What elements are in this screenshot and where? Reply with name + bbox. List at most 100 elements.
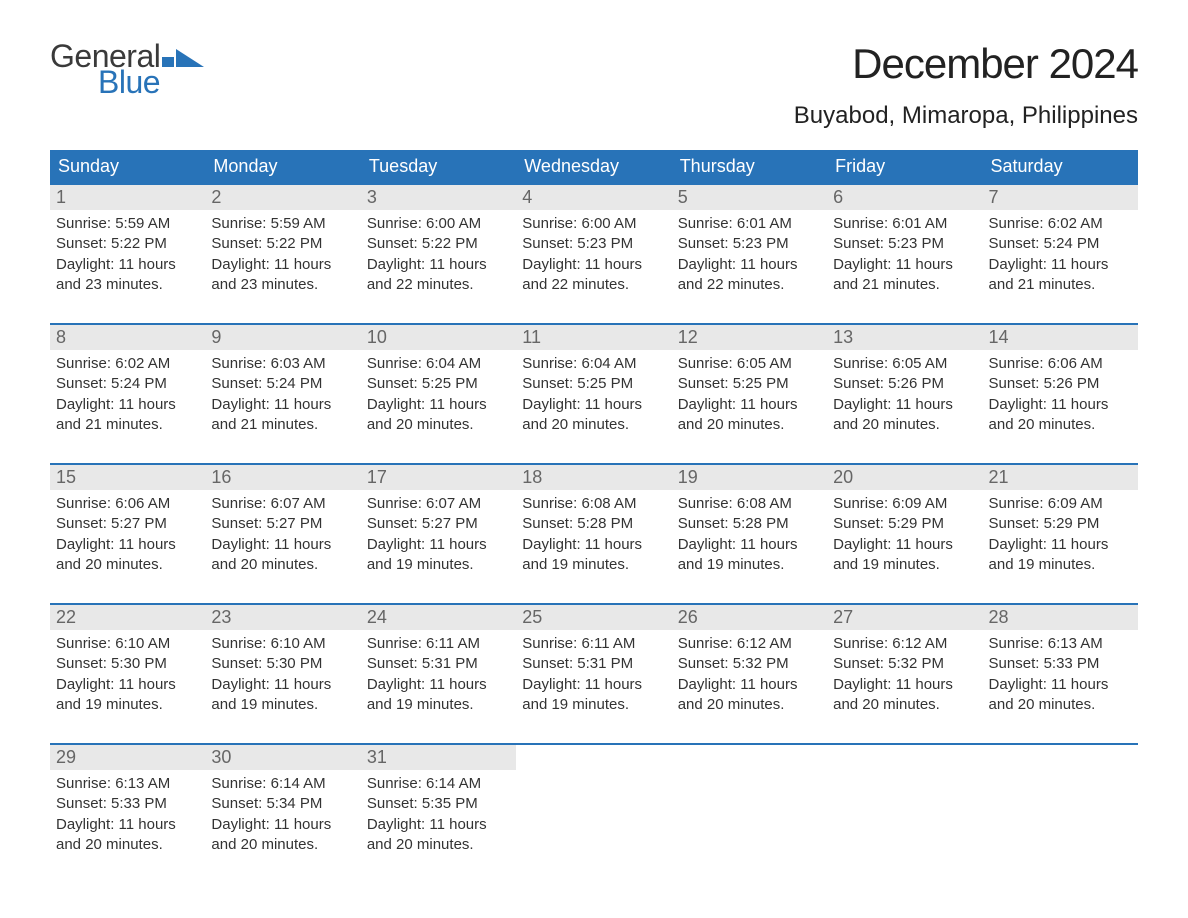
daylight-text: Daylight: 11 hours and 19 minutes. [522,675,665,716]
day-body: Sunrise: 6:14 AMSunset: 5:34 PMDaylight:… [205,770,360,855]
calendar-day-cell: 14Sunrise: 6:06 AMSunset: 5:26 PMDayligh… [983,325,1138,445]
sunrise-text: Sunrise: 6:09 AM [989,494,1132,514]
daylight-text: Daylight: 11 hours and 19 minutes. [989,535,1132,576]
sunset-text: Sunset: 5:29 PM [833,514,976,534]
sunset-text: Sunset: 5:33 PM [56,794,199,814]
day-body: Sunrise: 6:00 AMSunset: 5:22 PMDaylight:… [361,210,516,295]
calendar-day-cell: 7Sunrise: 6:02 AMSunset: 5:24 PMDaylight… [983,185,1138,305]
day-body: Sunrise: 6:11 AMSunset: 5:31 PMDaylight:… [516,630,671,715]
calendar-day-cell: 23Sunrise: 6:10 AMSunset: 5:30 PMDayligh… [205,605,360,725]
daylight-text: Daylight: 11 hours and 20 minutes. [211,815,354,856]
calendar-day-cell: 4Sunrise: 6:00 AMSunset: 5:23 PMDaylight… [516,185,671,305]
calendar-day-cell: 19Sunrise: 6:08 AMSunset: 5:28 PMDayligh… [672,465,827,585]
logo: General Blue [50,40,204,98]
day-body: Sunrise: 6:12 AMSunset: 5:32 PMDaylight:… [827,630,982,715]
calendar-day-cell: 3Sunrise: 6:00 AMSunset: 5:22 PMDaylight… [361,185,516,305]
daylight-text: Daylight: 11 hours and 20 minutes. [989,675,1132,716]
calendar-header-cell: Monday [205,150,360,183]
day-number: 27 [827,605,982,630]
calendar-day-cell: 28Sunrise: 6:13 AMSunset: 5:33 PMDayligh… [983,605,1138,725]
daylight-text: Daylight: 11 hours and 20 minutes. [833,395,976,436]
daylight-text: Daylight: 11 hours and 20 minutes. [367,395,510,436]
sunrise-text: Sunrise: 6:11 AM [522,634,665,654]
day-body: Sunrise: 6:06 AMSunset: 5:27 PMDaylight:… [50,490,205,575]
sunrise-text: Sunrise: 6:14 AM [367,774,510,794]
sunset-text: Sunset: 5:28 PM [522,514,665,534]
calendar-day-cell: 15Sunrise: 6:06 AMSunset: 5:27 PMDayligh… [50,465,205,585]
calendar-day-cell: 10Sunrise: 6:04 AMSunset: 5:25 PMDayligh… [361,325,516,445]
day-number: 3 [361,185,516,210]
sunset-text: Sunset: 5:24 PM [56,374,199,394]
daylight-text: Daylight: 11 hours and 20 minutes. [367,815,510,856]
calendar-header-row: SundayMondayTuesdayWednesdayThursdayFrid… [50,150,1138,183]
calendar-day-cell: 16Sunrise: 6:07 AMSunset: 5:27 PMDayligh… [205,465,360,585]
sunrise-text: Sunrise: 6:06 AM [989,354,1132,374]
calendar-empty-cell [516,745,671,865]
calendar-day-cell: 27Sunrise: 6:12 AMSunset: 5:32 PMDayligh… [827,605,982,725]
sunrise-text: Sunrise: 6:11 AM [367,634,510,654]
sunrise-text: Sunrise: 6:14 AM [211,774,354,794]
day-number: 26 [672,605,827,630]
sunrise-text: Sunrise: 6:07 AM [367,494,510,514]
calendar-day-cell: 26Sunrise: 6:12 AMSunset: 5:32 PMDayligh… [672,605,827,725]
calendar-header-cell: Tuesday [361,150,516,183]
calendar-header-cell: Thursday [672,150,827,183]
calendar-empty-cell [827,745,982,865]
sunset-text: Sunset: 5:30 PM [56,654,199,674]
header-region: General Blue December 2024 Buyabod, Mima… [50,40,1138,142]
daylight-text: Daylight: 11 hours and 22 minutes. [678,255,821,296]
day-number [516,745,671,749]
day-number: 7 [983,185,1138,210]
sunset-text: Sunset: 5:22 PM [56,234,199,254]
day-body: Sunrise: 6:10 AMSunset: 5:30 PMDaylight:… [50,630,205,715]
sunset-text: Sunset: 5:24 PM [989,234,1132,254]
daylight-text: Daylight: 11 hours and 19 minutes. [367,535,510,576]
day-body: Sunrise: 6:08 AMSunset: 5:28 PMDaylight:… [672,490,827,575]
calendar-header-cell: Saturday [983,150,1138,183]
title-block: December 2024 Buyabod, Mimaropa, Philipp… [794,40,1138,142]
sunset-text: Sunset: 5:31 PM [522,654,665,674]
sunset-text: Sunset: 5:31 PM [367,654,510,674]
sunset-text: Sunset: 5:22 PM [211,234,354,254]
calendar-day-cell: 6Sunrise: 6:01 AMSunset: 5:23 PMDaylight… [827,185,982,305]
daylight-text: Daylight: 11 hours and 21 minutes. [989,255,1132,296]
logo-text-blue: Blue [98,66,204,98]
calendar-header-cell: Wednesday [516,150,671,183]
day-number: 24 [361,605,516,630]
sunset-text: Sunset: 5:26 PM [989,374,1132,394]
day-body: Sunrise: 6:04 AMSunset: 5:25 PMDaylight:… [516,350,671,435]
sunset-text: Sunset: 5:27 PM [56,514,199,534]
day-body: Sunrise: 6:05 AMSunset: 5:25 PMDaylight:… [672,350,827,435]
calendar-day-cell: 9Sunrise: 6:03 AMSunset: 5:24 PMDaylight… [205,325,360,445]
day-body: Sunrise: 6:03 AMSunset: 5:24 PMDaylight:… [205,350,360,435]
sunrise-text: Sunrise: 6:10 AM [56,634,199,654]
day-number: 6 [827,185,982,210]
day-body: Sunrise: 6:06 AMSunset: 5:26 PMDaylight:… [983,350,1138,435]
daylight-text: Daylight: 11 hours and 19 minutes. [833,535,976,576]
calendar-day-cell: 21Sunrise: 6:09 AMSunset: 5:29 PMDayligh… [983,465,1138,585]
calendar-day-cell: 24Sunrise: 6:11 AMSunset: 5:31 PMDayligh… [361,605,516,725]
day-number [983,745,1138,749]
day-body: Sunrise: 6:01 AMSunset: 5:23 PMDaylight:… [827,210,982,295]
daylight-text: Daylight: 11 hours and 21 minutes. [833,255,976,296]
sunrise-text: Sunrise: 6:00 AM [522,214,665,234]
day-number: 2 [205,185,360,210]
daylight-text: Daylight: 11 hours and 21 minutes. [56,395,199,436]
sunset-text: Sunset: 5:27 PM [211,514,354,534]
calendar-day-cell: 13Sunrise: 6:05 AMSunset: 5:26 PMDayligh… [827,325,982,445]
day-number: 20 [827,465,982,490]
day-number: 18 [516,465,671,490]
day-number: 11 [516,325,671,350]
day-number: 21 [983,465,1138,490]
calendar-day-cell: 30Sunrise: 6:14 AMSunset: 5:34 PMDayligh… [205,745,360,865]
calendar-day-cell: 8Sunrise: 6:02 AMSunset: 5:24 PMDaylight… [50,325,205,445]
sunrise-text: Sunrise: 6:09 AM [833,494,976,514]
sunrise-text: Sunrise: 6:12 AM [833,634,976,654]
day-body: Sunrise: 6:13 AMSunset: 5:33 PMDaylight:… [50,770,205,855]
calendar-day-cell: 2Sunrise: 5:59 AMSunset: 5:22 PMDaylight… [205,185,360,305]
daylight-text: Daylight: 11 hours and 20 minutes. [211,535,354,576]
sunset-text: Sunset: 5:32 PM [833,654,976,674]
daylight-text: Daylight: 11 hours and 20 minutes. [833,675,976,716]
sunrise-text: Sunrise: 6:05 AM [678,354,821,374]
sunrise-text: Sunrise: 5:59 AM [56,214,199,234]
